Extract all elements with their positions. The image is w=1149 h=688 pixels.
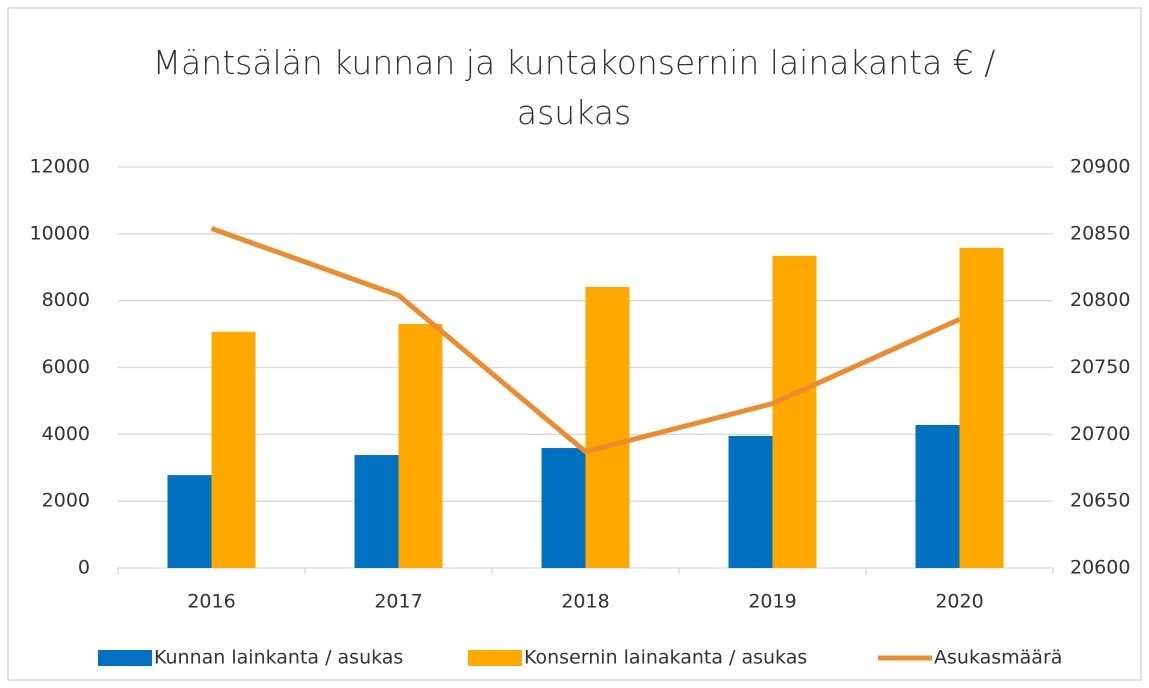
y-tick-label: 10000 (30, 222, 90, 244)
y2-tick-label: 20850 (1070, 222, 1130, 244)
chart-border (7, 7, 1142, 681)
x-tick-label: 2020 (935, 591, 983, 613)
x-tick-label: 2016 (187, 591, 235, 613)
x-tick-label: 2017 (374, 591, 422, 613)
bar (772, 255, 817, 568)
line (210, 226, 961, 455)
legend-label: Asukasmäärä (934, 647, 1062, 669)
y2-tick-label: 20650 (1070, 490, 1130, 512)
x-tick-label: 2018 (561, 591, 609, 613)
y2-tick-label: 20750 (1070, 356, 1130, 378)
y-tick-label: 6000 (42, 356, 90, 378)
legend-swatch (468, 650, 522, 666)
y-tick-label: 8000 (42, 289, 90, 311)
bar (167, 475, 212, 568)
x-tick-label: 2019 (748, 591, 796, 613)
bar (211, 331, 256, 568)
chart-title: Mäntsälän kunnan ja kuntakonsernin laina… (152, 43, 996, 132)
bar (354, 455, 399, 568)
bar (585, 286, 630, 568)
y-tick-label: 0 (78, 557, 90, 579)
bar (915, 424, 960, 568)
bar (541, 448, 586, 568)
bar (728, 436, 773, 568)
bar (959, 247, 1004, 568)
y2-tick-label: 20600 (1070, 557, 1130, 579)
y-tick-label: 2000 (42, 490, 90, 512)
y-tick-label: 4000 (42, 423, 90, 445)
legend-swatch (98, 650, 152, 666)
bar (398, 324, 443, 568)
y2-tick-label: 20800 (1070, 289, 1130, 311)
y-tick-label: 12000 (30, 156, 90, 178)
y2-tick-label: 20900 (1070, 156, 1130, 178)
y2-tick-label: 20700 (1070, 423, 1130, 445)
legend-label: Konsernin lainakanta / asukas (524, 647, 807, 669)
legend-label: Kunnan lainkanta / asukas (154, 647, 403, 669)
